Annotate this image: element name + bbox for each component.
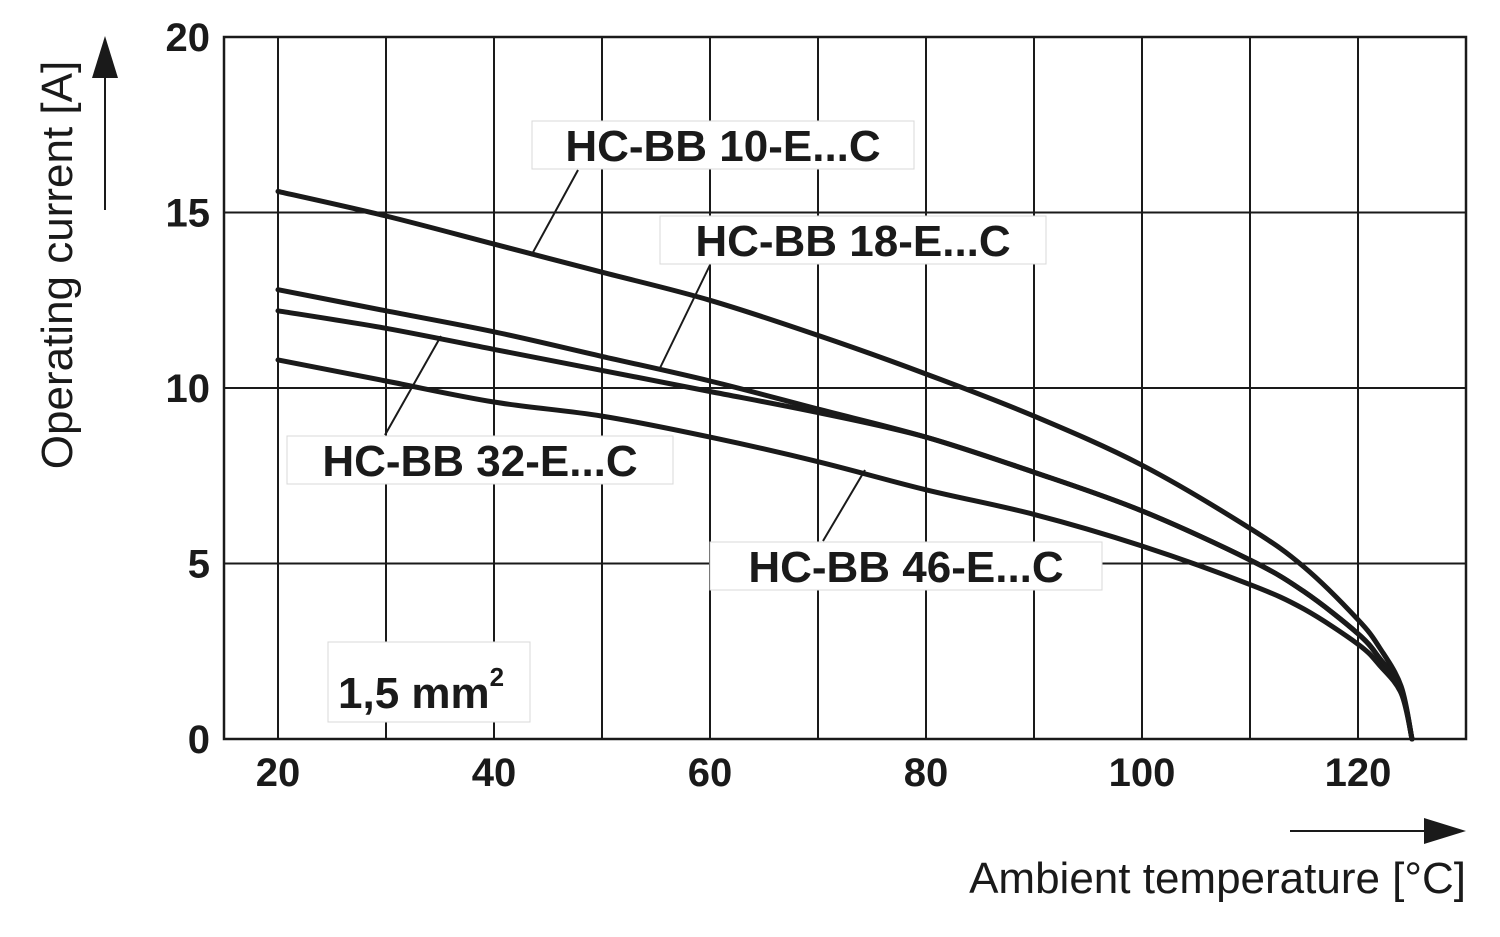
leader-line-4: [822, 469, 866, 542]
y-axis-arrow-head: [92, 36, 118, 78]
x-tick-label: 20: [256, 751, 301, 795]
y-tick-label: 10: [166, 367, 211, 411]
series-curves: [275, 188, 1415, 742]
x-tick-label: 40: [472, 751, 517, 795]
cross-section-annotation: 1,5 mm2: [327, 641, 531, 723]
series-label-box-2: [659, 215, 1047, 265]
leader-line-3: [384, 335, 442, 436]
leader-line-1: [530, 169, 579, 257]
y-axis-title: Operating current [A]: [33, 61, 82, 469]
tick-labels: 20 40 60 80 100 120 0 5 10 15 20: [166, 16, 1392, 795]
annotation-box: [327, 641, 531, 723]
series-curve-3: [275, 308, 1415, 742]
series-label-box-3: [286, 435, 674, 485]
series-label-box-1: [531, 120, 915, 170]
y-tick-label: 5: [188, 543, 210, 587]
series-label-4: HC-BB 46-E...C: [748, 543, 1063, 592]
y-tick-label: 15: [166, 192, 211, 236]
series-label-1: HC-BB 10-E...C: [565, 122, 880, 171]
annotation-superscript: 2: [490, 662, 504, 692]
x-tick-label: 60: [688, 751, 733, 795]
annotation-text: 1,5 mm2: [338, 662, 504, 718]
y-axis-title-group: Operating current [A]: [33, 36, 118, 469]
x-axis-title: Ambient temperature [°C]: [969, 854, 1466, 903]
x-axis-arrow-head: [1424, 818, 1466, 844]
series-label-3: HC-BB 32-E...C: [322, 437, 637, 486]
series-label-2: HC-BB 18-E...C: [695, 217, 1010, 266]
x-axis-title-group: Ambient temperature [°C]: [969, 818, 1466, 903]
y-tick-label: 20: [166, 16, 211, 60]
leader-line-2: [659, 264, 711, 369]
annotation-main: 1,5 mm: [338, 669, 490, 718]
x-tick-label: 120: [1325, 751, 1392, 795]
y-tick-label: 0: [188, 718, 210, 762]
series-labels: HC-BB 10-E...C HC-BB 18-E...C HC-BB 32-E..…: [286, 120, 1103, 592]
series-label-box-4: [709, 541, 1103, 591]
x-tick-label: 80: [904, 751, 949, 795]
label-leader-lines: [384, 169, 866, 542]
x-tick-label: 100: [1109, 751, 1176, 795]
series-curve-1: [275, 188, 1415, 742]
series-curve-4: [275, 357, 1415, 742]
